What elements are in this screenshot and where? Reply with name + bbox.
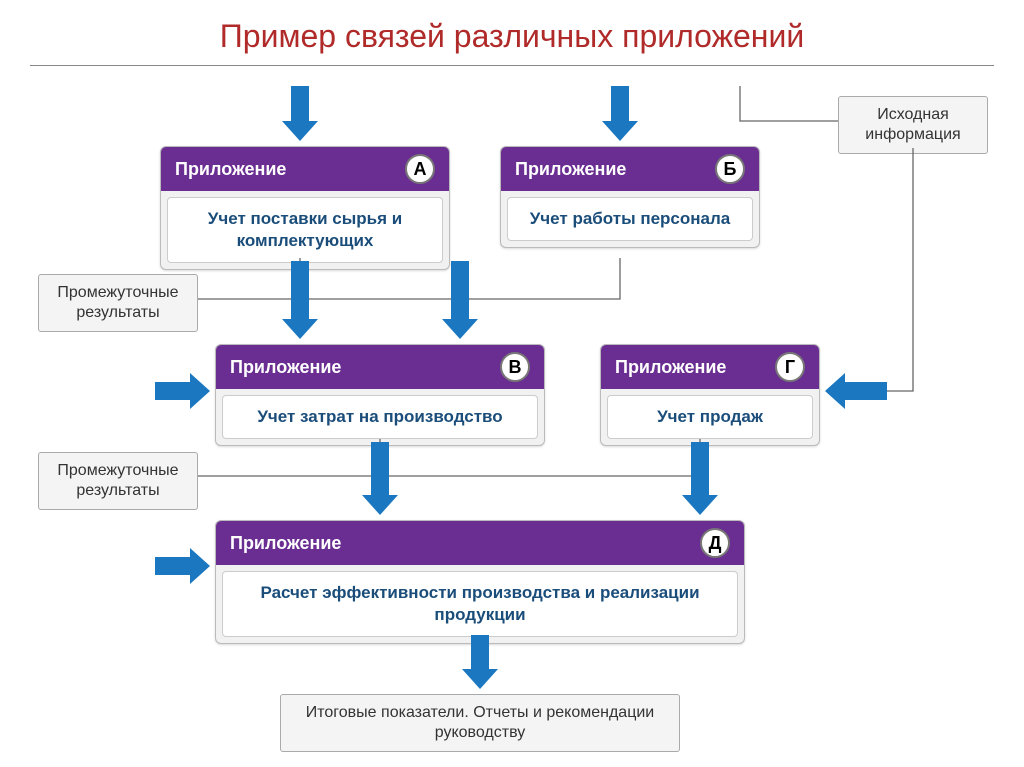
app-box-a: Приложение А Учет поставки сырья и компл…: [160, 146, 450, 270]
app-header-label: Приложение: [515, 159, 707, 180]
app-body-a: Учет поставки сырья и комплектующих: [167, 197, 443, 263]
app-badge-a: А: [405, 154, 435, 184]
app-body-g: Учет продаж: [607, 395, 813, 439]
app-body-v: Учет затрат на производство: [222, 395, 538, 439]
label-source-info: Исходная информация: [838, 96, 988, 154]
app-badge-v: В: [500, 352, 530, 382]
app-badge-g: Г: [775, 352, 805, 382]
app-box-g: Приложение Г Учет продаж: [600, 344, 820, 446]
app-body-d: Расчет эффективности производства и реал…: [222, 571, 738, 637]
label-final: Итоговые показатели. Отчеты и рекомендац…: [280, 694, 680, 752]
label-intermediate-2: Промежуточные результаты: [38, 452, 198, 510]
app-badge-d: Д: [700, 528, 730, 558]
app-box-b: Приложение Б Учет работы персонала: [500, 146, 760, 248]
app-header-b: Приложение Б: [501, 147, 759, 191]
label-intermediate-1: Промежуточные результаты: [38, 274, 198, 332]
diagram-canvas: Приложение А Учет поставки сырья и компл…: [0, 66, 1024, 756]
app-header-g: Приложение Г: [601, 345, 819, 389]
app-header-v: Приложение В: [216, 345, 544, 389]
app-box-d: Приложение Д Расчет эффективности произв…: [215, 520, 745, 644]
page-title: Пример связей различных приложений: [0, 0, 1024, 65]
app-badge-b: Б: [715, 154, 745, 184]
app-body-b: Учет работы персонала: [507, 197, 753, 241]
app-header-label: Приложение: [230, 357, 492, 378]
app-header-label: Приложение: [175, 159, 397, 180]
app-header-a: Приложение А: [161, 147, 449, 191]
app-box-v: Приложение В Учет затрат на производство: [215, 344, 545, 446]
app-header-label: Приложение: [615, 357, 767, 378]
app-header-label: Приложение: [230, 533, 692, 554]
app-header-d: Приложение Д: [216, 521, 744, 565]
